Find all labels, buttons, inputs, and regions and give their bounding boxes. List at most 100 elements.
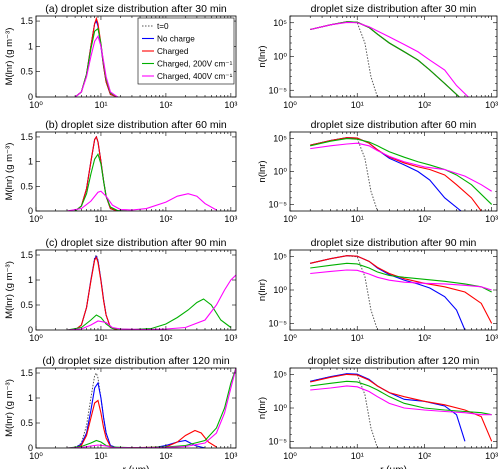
y-tick-label: 1.5 bbox=[20, 132, 33, 142]
x-tick-label: 10⁰ bbox=[29, 100, 43, 110]
series-line-charged bbox=[310, 373, 493, 442]
panel-title: (c) droplet size distribution after 90 m… bbox=[46, 237, 227, 249]
panel-title: droplet size distribution after 120 min bbox=[308, 355, 480, 367]
x-tick-label: 10³ bbox=[485, 100, 498, 110]
x-tick-label: 10⁰ bbox=[29, 214, 43, 224]
panel-d-mass: (d) droplet size distribution after 120 … bbox=[4, 355, 237, 469]
series-line-charged-200 bbox=[310, 380, 492, 416]
series-line-charged bbox=[74, 256, 118, 330]
y-axis-label: M(lnr) (g m⁻³) bbox=[4, 28, 15, 86]
y-tick-label: 1.5 bbox=[20, 250, 33, 260]
series-line-charged-200 bbox=[310, 138, 493, 205]
x-tick-label: 10⁰ bbox=[283, 333, 297, 343]
series-line-charged-400 bbox=[66, 274, 236, 330]
series-line-charged bbox=[74, 399, 217, 448]
y-tick-label: 0.5 bbox=[20, 418, 33, 428]
x-tick-label: 10³ bbox=[224, 333, 237, 343]
y-tick-label: 10⁻⁵ bbox=[269, 436, 288, 446]
panel-title: droplet size distribution after 90 min bbox=[311, 237, 477, 249]
legend: t=0 No charge Charged Charged, 200V cm⁻¹ Cha… bbox=[137, 17, 235, 85]
y-tick-label: 10⁰ bbox=[273, 285, 287, 295]
panel-a-number: droplet size distribution after 30 min 10… bbox=[257, 3, 498, 110]
panel-c-number: droplet size distribution after 90 min 10… bbox=[257, 237, 498, 343]
series-line-t0 bbox=[310, 255, 378, 330]
series-line-charged-200 bbox=[310, 21, 460, 97]
x-tick-label: 10² bbox=[159, 100, 172, 110]
series-line-no-charge bbox=[310, 373, 466, 442]
panel-title: (a) droplet size distribution after 30 m… bbox=[45, 3, 227, 15]
legend-entry: Charged bbox=[157, 47, 189, 56]
plot-frame bbox=[35, 131, 237, 212]
y-axis-label: M(lnr) (g m⁻³) bbox=[4, 379, 15, 437]
y-tick-label: 10⁻⁵ bbox=[269, 85, 288, 95]
y-tick-label: 10⁰ bbox=[273, 52, 287, 62]
panel-title: (d) droplet size distribution after 120 … bbox=[42, 355, 229, 367]
x-tick-label: 10¹ bbox=[94, 333, 107, 343]
plot-frame bbox=[35, 15, 237, 98]
legend-entry: Charged, 200V cm⁻¹ bbox=[157, 60, 233, 69]
y-tick-label: 0 bbox=[28, 443, 33, 453]
y-axis-label: n(lnr) bbox=[257, 397, 268, 419]
panel-a-mass: (a) droplet size distribution after 30 m… bbox=[4, 3, 237, 110]
x-tick-label: 10² bbox=[418, 333, 431, 343]
panel-title: droplet size distribution after 30 min bbox=[311, 3, 477, 15]
y-tick-label: 0 bbox=[28, 92, 33, 102]
x-tick-label: 10¹ bbox=[351, 214, 364, 224]
series-line-charged bbox=[310, 21, 460, 97]
y-tick-label: 1 bbox=[28, 41, 33, 51]
x-tick-label: 10¹ bbox=[351, 100, 364, 110]
series-line-no-charge bbox=[310, 137, 462, 211]
panel-title: (b) droplet size distribution after 60 m… bbox=[45, 119, 227, 131]
y-tick-label: 1 bbox=[28, 157, 33, 167]
series-line-charged bbox=[310, 255, 493, 324]
y-tick-label: 10⁰ bbox=[273, 403, 287, 413]
series-line-no-charge bbox=[310, 21, 460, 97]
y-tick-label: 1 bbox=[28, 275, 33, 285]
x-tick-label: 10⁰ bbox=[283, 451, 297, 461]
series-line-charged-400 bbox=[66, 190, 217, 211]
x-tick-label: 10⁰ bbox=[29, 333, 43, 343]
y-tick-label: 10⁻⁵ bbox=[269, 199, 288, 209]
series-line-t0 bbox=[74, 371, 118, 448]
series-line-charged-200 bbox=[310, 262, 492, 293]
panel-b-number: droplet size distribution after 60 min 10… bbox=[257, 119, 498, 224]
x-tick-label: 10¹ bbox=[94, 214, 107, 224]
x-tick-label: 10¹ bbox=[351, 333, 364, 343]
y-axis-label: M(lnr) (g m⁻³) bbox=[4, 143, 15, 201]
series-line-no-charge bbox=[74, 255, 118, 330]
y-tick-label: 10⁵ bbox=[273, 252, 287, 262]
y-axis-label: M(lnr) (g m⁻³) bbox=[4, 261, 15, 319]
series-line-no-charge bbox=[74, 381, 206, 448]
x-tick-label: 10² bbox=[418, 451, 431, 461]
x-axis-label: r (μm) bbox=[380, 465, 407, 469]
panel-c-mass: (c) droplet size distribution after 90 m… bbox=[4, 237, 237, 343]
series-line-charged-400 bbox=[66, 368, 236, 448]
x-tick-label: 10² bbox=[159, 214, 172, 224]
y-tick-label: 0.5 bbox=[20, 67, 33, 77]
y-tick-label: 10⁵ bbox=[273, 134, 287, 144]
series-line-no-charge bbox=[74, 19, 118, 97]
series-line-charged bbox=[310, 137, 482, 211]
x-tick-label: 10² bbox=[418, 100, 431, 110]
series-line-charged-400 bbox=[310, 385, 492, 416]
panel-d-number: droplet size distribution after 120 min 1… bbox=[257, 355, 498, 469]
legend-entry: t=0 bbox=[157, 22, 169, 31]
x-tick-label: 10⁰ bbox=[283, 214, 297, 224]
series-line-t0 bbox=[310, 21, 378, 97]
series-line-no-charge bbox=[74, 135, 118, 211]
series-line-charged-200 bbox=[74, 152, 127, 211]
x-tick-label: 10⁰ bbox=[29, 451, 43, 461]
plot-frame bbox=[35, 249, 237, 331]
series-line-no-charge bbox=[310, 255, 466, 330]
x-tick-label: 10¹ bbox=[94, 100, 107, 110]
y-tick-label: 10⁵ bbox=[273, 370, 287, 380]
plot-frame bbox=[35, 367, 237, 449]
y-tick-label: 0 bbox=[28, 206, 33, 216]
series-line-charged-200 bbox=[66, 298, 232, 330]
y-axis-label: n(lnr) bbox=[257, 45, 268, 67]
x-tick-label: 10³ bbox=[485, 333, 498, 343]
x-axis-label: r (μm) bbox=[123, 465, 150, 469]
x-tick-label: 10¹ bbox=[351, 451, 364, 461]
y-tick-label: 1.5 bbox=[20, 368, 33, 378]
